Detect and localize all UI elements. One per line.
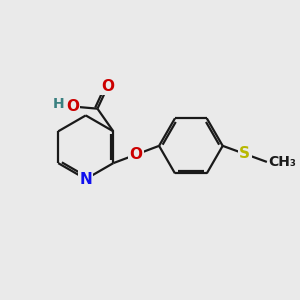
Text: N: N [80, 172, 92, 187]
Text: CH₃: CH₃ [268, 155, 296, 169]
Text: O: O [130, 147, 143, 162]
Text: S: S [239, 146, 250, 161]
Text: H: H [52, 97, 64, 111]
Text: O: O [66, 99, 79, 114]
Text: O: O [101, 79, 115, 94]
